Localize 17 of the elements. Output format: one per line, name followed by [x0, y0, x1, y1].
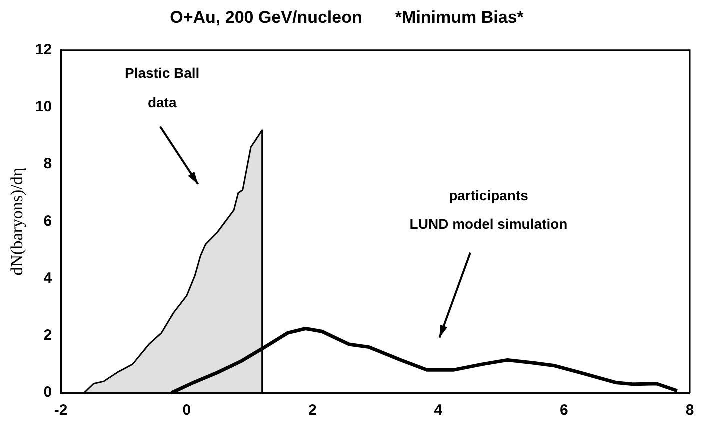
- annotation: Plastic Ball data: [124, 64, 200, 110]
- chart-title: O+Au, 200 GeV/nucleon *Minimum Bias*: [170, 8, 524, 27]
- y-axis-title: dN(baryons)/dη: [8, 168, 27, 276]
- x-tick-label: 8: [686, 402, 694, 420]
- x-tick-label: -2: [54, 402, 68, 420]
- y-tick-label: 12: [35, 42, 52, 59]
- y-tick-label: 6: [44, 212, 52, 230]
- y-tick-label: 4: [44, 270, 53, 287]
- y-tick-label: 10: [35, 98, 52, 116]
- x-tick-label: 6: [560, 402, 568, 420]
- x-tick-label: 0: [182, 402, 192, 420]
- x-tick-label: 2: [308, 402, 317, 420]
- y-tick-label: 0: [44, 384, 52, 402]
- annotation: participants LUND model simulation: [410, 188, 568, 232]
- x-tick-label: 4: [434, 402, 444, 420]
- y-tick-label: 8: [44, 156, 52, 173]
- y-tick-label: 2: [44, 327, 52, 344]
